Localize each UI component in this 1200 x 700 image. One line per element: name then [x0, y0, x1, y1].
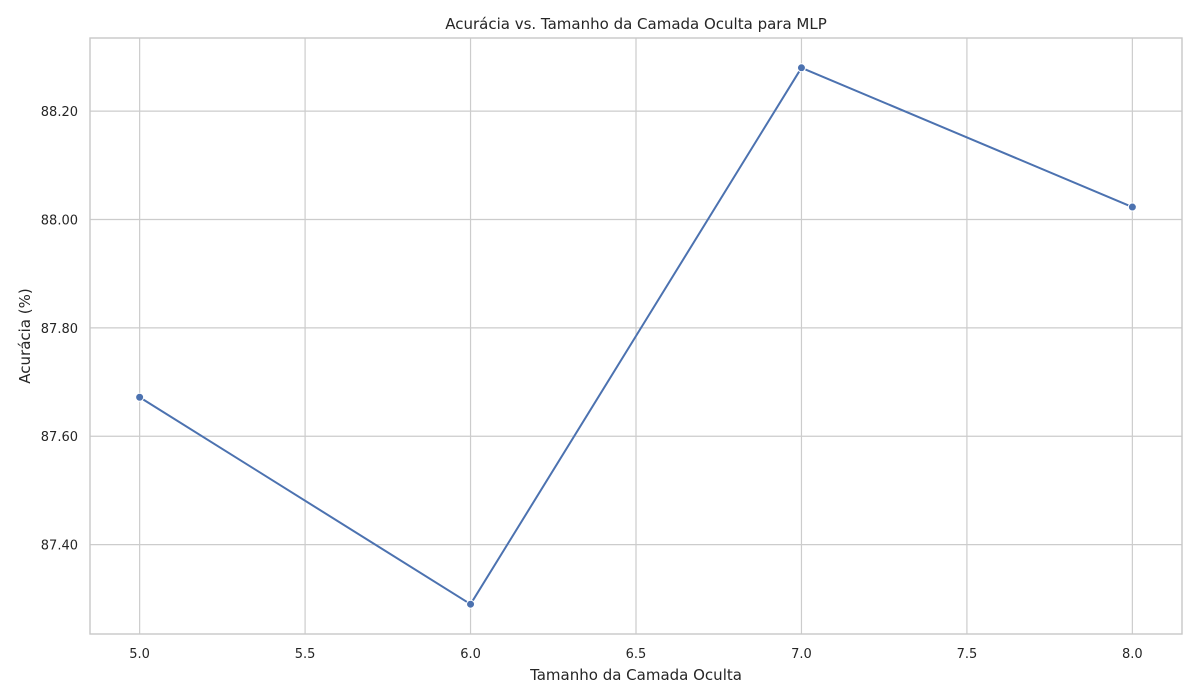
data-point: [796, 63, 806, 73]
y-axis-title: Acurácia (%): [16, 288, 34, 383]
data-point: [1127, 202, 1137, 212]
y-tick-label: 87.80: [41, 322, 78, 337]
data-series: [135, 63, 1137, 609]
x-tick-label: 5.0: [129, 647, 150, 662]
plot-frame: [89, 37, 1183, 635]
y-tick-label: 87.40: [41, 539, 78, 554]
x-axis-title: Tamanho da Camada Oculta: [529, 666, 742, 684]
x-tick-label: 8.0: [1122, 647, 1143, 662]
series-line: [138, 66, 1134, 606]
x-tick-label: 7.0: [791, 647, 812, 662]
y-tick-label: 88.00: [41, 214, 78, 229]
data-point: [466, 599, 476, 609]
x-tick-label: 6.5: [626, 647, 647, 662]
x-tick-label: 7.5: [957, 647, 978, 662]
x-tick-label: 5.5: [295, 647, 316, 662]
chart-title: Acurácia vs. Tamanho da Camada Oculta pa…: [445, 15, 827, 33]
x-tick-labels: 5.0 5.5 6.0 6.5 7.0 7.5 8.0: [129, 647, 1142, 662]
y-tick-label: 87.60: [41, 430, 78, 445]
y-tick-label: 88.20: [41, 105, 78, 120]
y-tick-labels: 87.40 87.60 87.80 88.00 88.20: [41, 105, 78, 553]
data-point: [135, 392, 145, 402]
x-tick-label: 6.0: [460, 647, 481, 662]
